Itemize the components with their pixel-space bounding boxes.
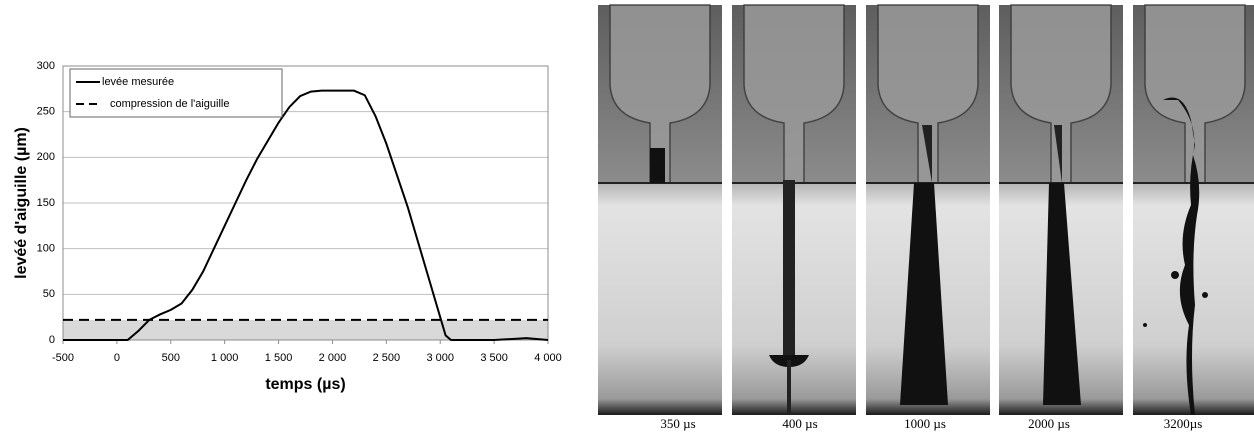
y-tick-label: 0: [49, 334, 55, 346]
x-tick-label: 0: [114, 352, 120, 364]
x-tick-label: 1 500: [265, 352, 293, 364]
shaded-area: [63, 319, 548, 340]
x-tick-label: 2 000: [319, 352, 347, 364]
x-tick-label: 500: [162, 352, 180, 364]
image-caption: 1000 µs: [904, 416, 946, 431]
photo-panel: [865, 4, 991, 416]
x-tick-label: 3 000: [426, 352, 454, 364]
legend-label: levée mesurée: [102, 76, 174, 88]
y-tick-label: 200: [37, 151, 55, 163]
photo-panel: [1132, 4, 1254, 416]
y-tick-label: 50: [43, 288, 55, 300]
photo-panel: [998, 4, 1124, 416]
x-tick-label: 2 500: [373, 352, 401, 364]
x-tick-label: 3 500: [480, 352, 508, 364]
legend-box: [69, 68, 283, 118]
legend-label: compression de l'aiguille: [110, 98, 230, 110]
x-tick-label: 4 000: [534, 352, 562, 364]
photo-panel: [731, 4, 857, 416]
image-caption: 400 µs: [782, 416, 817, 431]
y-tick-label: 250: [37, 106, 55, 118]
x-axis-label: temps (µs): [265, 376, 345, 393]
image-caption: 2000 µs: [1028, 416, 1070, 431]
y-axis-label: levéé d'aiguille (µm): [13, 127, 30, 279]
series-line: [63, 89, 549, 341]
chart: 0 50 100 150 200 250 300 -500 0 500 1 000 1 500 2 00…: [13, 60, 562, 393]
x-tick-label: -500: [52, 352, 74, 364]
x-tick-label: 1 000: [211, 352, 239, 364]
plot-frame: [62, 65, 549, 341]
y-tick-label: 150: [37, 197, 55, 209]
image-caption: 3200µs: [1164, 416, 1203, 431]
photo-panel: [597, 4, 723, 416]
y-tick-label: 300: [37, 60, 55, 72]
image-caption: 350 µs: [660, 416, 695, 431]
y-tick-label: 100: [37, 243, 55, 255]
